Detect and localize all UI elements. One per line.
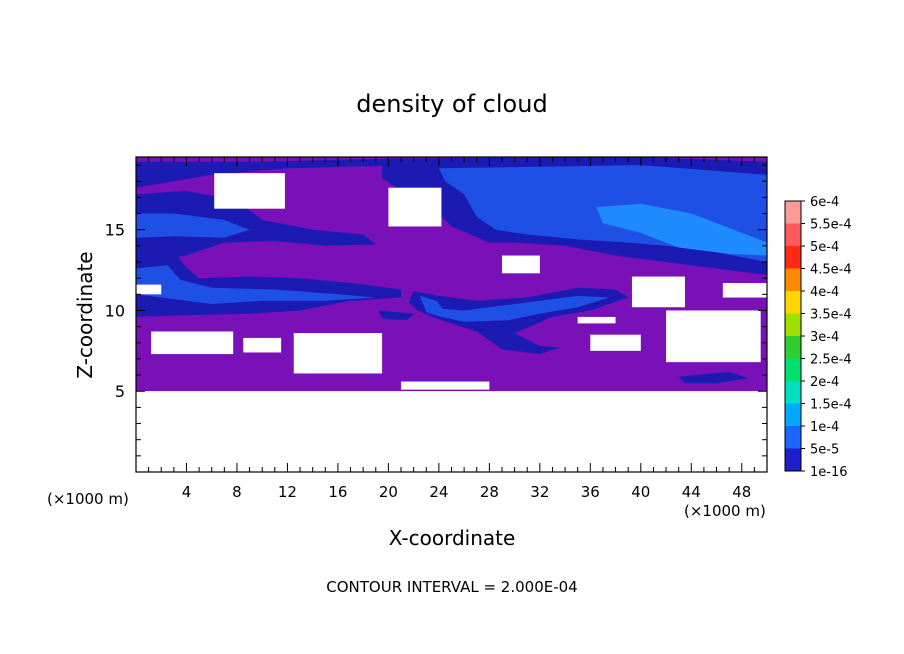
colorbar-label: 1e-4 [810,420,839,435]
y-tick-label: 5 [115,382,125,401]
empty-region [722,283,767,298]
colorbar-swatch [785,448,801,471]
empty-region [151,331,234,355]
x-tick-label: 44 [682,483,701,501]
colorbar-label: 3e-4 [810,330,839,345]
empty-region [401,381,490,390]
x-tick-label: 32 [530,483,549,501]
colorbar-swatch [785,403,801,426]
empty-region [214,173,285,209]
cloud-region-low [378,310,414,321]
chart-title: density of cloud [356,90,547,118]
colorbar-swatch [785,358,801,381]
empty-region [293,333,383,374]
x-tick-label: 16 [328,483,347,501]
colorbar: 6e-4 5.5e-4 5e-4 4.5e-4 4e-4 3.5e-4 3e-4 2.5e-4… [784,195,852,480]
empty-region [577,316,616,324]
x-tick-label: 20 [379,483,398,501]
colorbar-label: 1e-16 [810,465,848,480]
x-tick-label: 4 [182,483,192,501]
colorbar-label: 5e-5 [810,443,839,458]
x-tick-label: 48 [732,483,751,501]
x-axis-ticks: 4 8 12 16 20 24 28 32 36 40 44 48 [148,157,755,501]
y-unit-label: (×1000 m) [47,490,129,508]
colorbar-swatch [785,291,801,314]
empty-region [136,391,767,472]
density-field [136,157,767,472]
y-tick-label: 15 [105,221,125,240]
colorbar-label: 2.5e-4 [810,353,852,368]
empty-region [666,310,761,363]
empty-region [243,337,282,353]
empty-region [590,334,641,351]
x-unit-label: (×1000 m) [684,502,766,520]
x-tick-label: 28 [480,483,499,501]
colorbar-label: 5e-4 [810,240,839,255]
x-tick-label: 40 [631,483,650,501]
x-tick-label: 36 [581,483,600,501]
colorbar-swatch [785,201,801,224]
cloud-region-low [136,190,376,262]
colorbar-swatch [785,336,801,359]
colorbar-label: 3.5e-4 [810,308,852,323]
y-tick-label: 10 [105,301,125,320]
cloud-region-mid [136,213,250,238]
colorbar-swatch [785,313,801,336]
empty-region [631,276,685,308]
colorbar-label: 4.5e-4 [810,263,852,278]
colorbar-swatch [785,268,801,291]
cloud-region-low [678,371,749,384]
x-tick-label: 12 [278,483,297,501]
x-tick-label: 24 [429,483,448,501]
x-tick-label: 8 [232,483,242,501]
colorbar-label: 2e-4 [810,375,839,390]
y-axis-label: Z-coordinate [73,251,97,378]
cloud-region-mid [136,265,376,304]
x-axis-label: X-coordinate [389,526,516,550]
colorbar-swatch [785,246,801,269]
empty-region [136,284,162,295]
colorbar-swatch [785,223,801,246]
colorbar-swatch [785,426,801,449]
colorbar-swatch [785,381,801,404]
contour-interval-note: CONTOUR INTERVAL = 2.000E-04 [326,578,577,596]
cloud-region-mid [419,295,610,322]
empty-region [388,187,442,227]
colorbar-label: 5.5e-4 [810,218,852,233]
colorbar-label: 1.5e-4 [810,398,852,413]
colorbar-frame [784,200,802,472]
colorbar-label: 6e-4 [810,195,839,210]
cloud-region-high [596,203,767,256]
colorbar-label: 4e-4 [810,285,839,300]
y-axis-ticks: 5 10 15 [105,164,767,457]
empty-region [501,255,540,274]
